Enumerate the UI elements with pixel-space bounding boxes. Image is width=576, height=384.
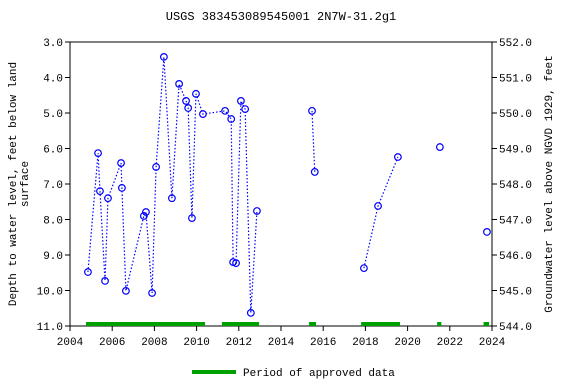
legend-label: Period of approved data	[243, 368, 395, 380]
data-point	[308, 106, 316, 115]
data-point	[435, 143, 444, 151]
y-tick-label: 10.0	[37, 287, 63, 299]
data-point	[310, 168, 319, 176]
data-point	[118, 184, 126, 192]
data-point	[168, 194, 176, 203]
data-line	[88, 57, 487, 313]
data-point	[142, 208, 150, 216]
chart-title: USGS 383453089545001 2N7W-31.2g1	[166, 10, 396, 24]
y2-tick-label: 552.0	[499, 38, 532, 50]
approved-period	[221, 322, 260, 326]
x-tick-label: 2012	[226, 337, 252, 349]
data-point	[182, 97, 190, 105]
y2-tick-label: 548.0	[499, 180, 532, 192]
y-axis-label: Depth to water level, feet below land	[8, 62, 20, 306]
y2-tick-label: 545.0	[499, 287, 532, 299]
y-tick-label: 11.0	[37, 322, 63, 334]
data-point	[175, 79, 183, 88]
x-tick-label: 2004	[57, 337, 84, 349]
data-point	[139, 212, 148, 220]
x-tick-label: 2006	[99, 337, 125, 349]
x-tick-label: 2010	[183, 337, 209, 349]
x-tick-label: 2024	[479, 337, 506, 349]
data-point	[483, 228, 491, 236]
data-point	[192, 89, 200, 98]
approved-period	[361, 322, 401, 326]
y-tick-label: 6.0	[43, 145, 63, 157]
data-point	[253, 207, 261, 215]
x-tick-label: 2014	[268, 337, 295, 349]
data-point	[94, 149, 102, 158]
data-point	[184, 104, 193, 112]
approved-period	[437, 322, 442, 326]
y2-tick-label: 551.0	[499, 74, 532, 86]
data-point	[117, 159, 125, 167]
data-point	[374, 202, 382, 210]
x-tick-label: 2016	[310, 337, 336, 349]
data-point	[101, 277, 109, 285]
x-tick-label: 2022	[437, 337, 463, 349]
y-tick-label: 7.0	[43, 180, 63, 192]
y-axis-label: surface	[20, 161, 32, 207]
y2-tick-label: 550.0	[499, 109, 532, 121]
data-point	[122, 286, 130, 295]
y2-tick-label: 546.0	[499, 251, 532, 263]
data-point	[237, 97, 245, 105]
approved-period	[483, 322, 490, 326]
approved-period	[309, 322, 317, 326]
data-point	[241, 105, 250, 113]
data-point	[232, 259, 240, 268]
y-tick-label: 4.0	[43, 74, 63, 86]
plot-frame	[69, 41, 493, 327]
x-tick-label: 2018	[352, 337, 378, 349]
data-point	[393, 153, 402, 161]
y-tick-label: 3.0	[43, 38, 63, 50]
data-point	[221, 106, 229, 115]
data-point	[152, 163, 160, 171]
data-point	[188, 214, 196, 222]
y2-tick-label: 544.0	[499, 322, 532, 334]
data-point	[246, 308, 255, 317]
data-point	[104, 194, 112, 203]
data-point	[159, 53, 168, 61]
y-tick-label: 9.0	[43, 251, 63, 263]
x-tick-label: 2020	[394, 337, 420, 349]
data-point	[96, 187, 104, 196]
data-point	[227, 115, 236, 123]
y2-axis-label: Groundwater level above NGVD 1929, feet	[544, 55, 556, 312]
y-tick-label: 5.0	[43, 109, 63, 121]
data-point	[199, 110, 207, 118]
data-point	[148, 289, 156, 297]
y2-tick-label: 549.0	[499, 145, 532, 157]
data-point	[360, 264, 368, 273]
data-point	[84, 268, 92, 276]
y2-tick-label: 547.0	[499, 216, 532, 228]
y-tick-label: 8.0	[43, 216, 63, 228]
approved-period	[86, 322, 206, 326]
x-tick-label: 2008	[141, 337, 167, 349]
